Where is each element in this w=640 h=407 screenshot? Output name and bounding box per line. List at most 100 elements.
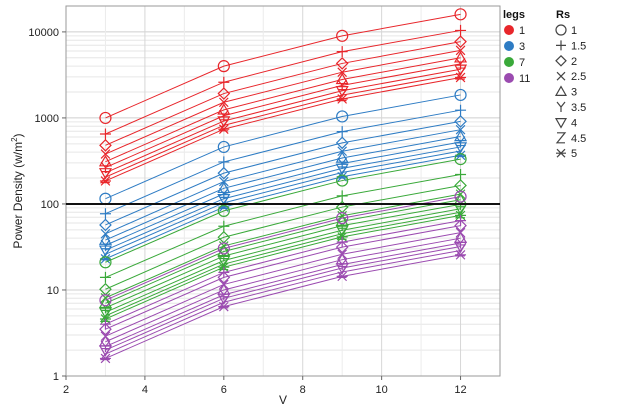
y-tick-label: 10 (47, 285, 59, 297)
legend-rs-label: 2.5 (571, 71, 586, 83)
legend-swatch (504, 73, 514, 83)
series-legs-1-rs-1 (99, 8, 467, 125)
series-line (105, 203, 461, 309)
data-point (454, 51, 468, 63)
data-point (217, 60, 230, 73)
series-line (105, 154, 461, 260)
series-legs-3-rs-4.5 (99, 144, 467, 261)
legend-marker (554, 118, 568, 129)
data-point (454, 35, 467, 49)
series-line (105, 237, 461, 343)
legend-rs-label: 3.5 (571, 102, 586, 114)
series-line (105, 158, 461, 263)
data-point (218, 124, 230, 134)
x-tick-label: 12 (454, 384, 466, 396)
legend-swatch (504, 25, 514, 35)
data-point (336, 29, 349, 42)
series-line (105, 49, 461, 155)
data-point (218, 156, 230, 168)
legend-rs-label: 3 (571, 87, 577, 99)
legend-marker (556, 40, 566, 51)
series-line (105, 109, 461, 215)
series-layer (98, 8, 468, 364)
data-point (99, 353, 111, 364)
legend-marker (556, 148, 566, 158)
data-point (454, 129, 468, 142)
data-point (455, 24, 467, 36)
data-point (335, 136, 349, 150)
series-line (105, 214, 461, 320)
legend-marker (554, 85, 568, 96)
legend-legs-label: 3 (519, 41, 525, 53)
x-tick-label: 10 (376, 384, 388, 396)
data-point (454, 144, 467, 158)
x-tick-label: 6 (221, 384, 227, 396)
data-point (218, 119, 230, 132)
data-point (454, 244, 467, 257)
series-line (105, 254, 461, 359)
data-point (99, 218, 112, 232)
x-tick-label: 4 (142, 384, 148, 396)
data-point (454, 153, 467, 166)
data-point (454, 115, 467, 128)
legend-legs-title: legs (503, 9, 525, 21)
data-point (336, 190, 348, 202)
legend-legs-label: 7 (519, 57, 525, 69)
legend-rs-label: 1.5 (571, 40, 586, 52)
data-point (336, 271, 348, 282)
series-line (105, 246, 461, 351)
data-point (218, 196, 230, 209)
series-line (105, 196, 461, 301)
series-line (105, 225, 461, 330)
series-legs-3-rs-1.5 (99, 104, 467, 220)
series-line (105, 120, 461, 226)
series-legs-1-rs-2 (99, 35, 467, 152)
data-point (217, 166, 231, 180)
series-line (105, 73, 461, 178)
data-point (335, 151, 349, 163)
legend-marker (555, 54, 567, 67)
data-point (454, 219, 467, 232)
data-point (455, 250, 467, 260)
data-point (337, 67, 348, 78)
data-point (336, 110, 349, 123)
series-line (105, 199, 461, 304)
series-line (105, 57, 461, 163)
data-point (218, 296, 230, 309)
series-legs-7-rs-1 (99, 153, 467, 269)
series-line (105, 220, 461, 325)
x-tick-label: 2 (63, 384, 69, 396)
legend-legs: legs 1 3 7 11 (503, 9, 530, 85)
series-legs-11-rs-5 (99, 250, 467, 364)
x-axis-ticks: 2 4 6 8 10 12 (63, 376, 467, 396)
legend-rs-label: 5 (571, 148, 577, 160)
y-tick-label: 1000 (35, 113, 59, 125)
data-point (455, 124, 466, 135)
data-point (455, 72, 467, 83)
data-point (99, 128, 111, 140)
y-axis-ticks: 1 10 100 1000 10000 (28, 27, 66, 383)
data-point (336, 94, 348, 104)
series-legs-3-rs-3 (98, 129, 468, 245)
data-point (99, 271, 111, 283)
legend-rs-label: 4.5 (571, 133, 586, 145)
series-line (105, 13, 461, 119)
data-point (217, 242, 230, 255)
grid-lines (65, 5, 501, 377)
data-point (218, 176, 229, 187)
legend-rs-title: Rs (556, 9, 570, 21)
y-tick-label: 100 (41, 199, 59, 211)
data-point (99, 208, 111, 220)
y-axis-label: Power Density (w/m2) (10, 133, 25, 248)
series-line (105, 232, 461, 337)
data-point (99, 294, 112, 307)
legend-rs: Rs 1 1.5 2 2.5 3 3.5 4 4.5 5 (554, 9, 586, 160)
data-point (99, 176, 111, 186)
series-line (105, 208, 461, 313)
data-point (218, 76, 230, 88)
data-point (454, 88, 467, 102)
data-point (454, 67, 467, 80)
data-point (337, 146, 348, 157)
series-legs-1-rs-1.5 (99, 24, 467, 140)
